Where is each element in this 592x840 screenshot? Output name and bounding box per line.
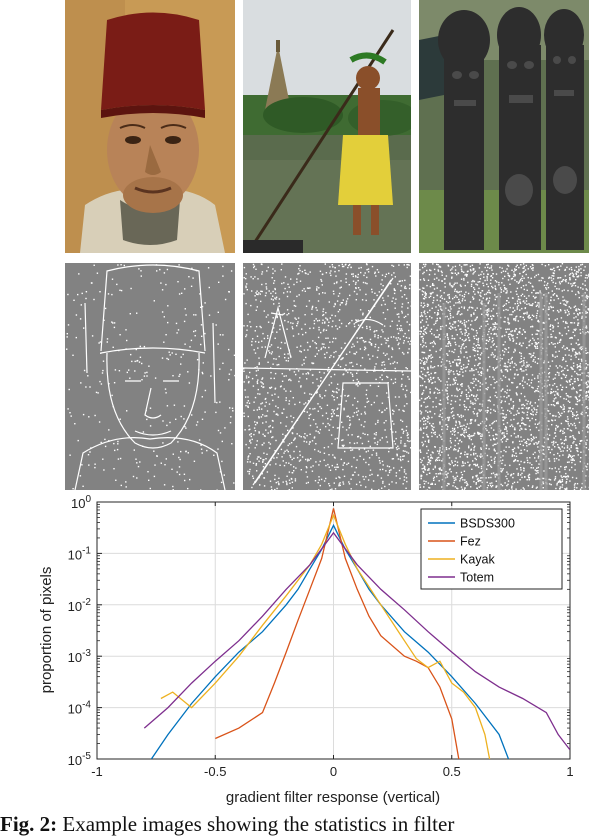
totem-edge-map bbox=[419, 263, 589, 490]
x-tick-label: 0.5 bbox=[443, 764, 461, 779]
y-tick-label: 10-5 bbox=[68, 751, 92, 768]
y-tick-base: 10 bbox=[68, 753, 82, 768]
plot-frame bbox=[96, 501, 571, 760]
y-tick-base: 10 bbox=[71, 496, 85, 511]
chart-legend: BSDS300 Fez Kayak Totem bbox=[420, 508, 563, 590]
x-tick-label: 0 bbox=[330, 764, 337, 779]
x-tick-label: 1 bbox=[566, 764, 573, 779]
y-tick-base: 10 bbox=[68, 702, 82, 717]
y-tick-exp: -1 bbox=[82, 545, 91, 556]
legend-label-bsds300: BSDS300 bbox=[460, 517, 515, 531]
y-tick-exp: -2 bbox=[82, 597, 91, 608]
series-line-totem bbox=[143, 531, 570, 751]
x-tick-label: -0.5 bbox=[204, 764, 226, 779]
y-tick-base: 10 bbox=[68, 650, 82, 665]
legend-label-fez: Fez bbox=[460, 535, 481, 549]
y-tick-label: 10-2 bbox=[68, 597, 92, 614]
y-tick-exp: -4 bbox=[82, 700, 91, 711]
fez-edge-map bbox=[65, 263, 235, 490]
legend-label-kayak: Kayak bbox=[460, 553, 495, 567]
caption-label: Fig. 2: bbox=[0, 812, 58, 836]
x-tick-label: -1 bbox=[91, 764, 103, 779]
totem-photo bbox=[419, 0, 589, 253]
x-tick-labels: -1 -0.5 0 0.5 1 bbox=[91, 764, 573, 779]
legend-label-totem: Totem bbox=[460, 571, 494, 585]
y-tick-exp: -5 bbox=[82, 751, 91, 762]
y-tick-exp: 0 bbox=[85, 494, 91, 505]
y-tick-exp: -3 bbox=[82, 648, 91, 659]
y-tick-label: 100 bbox=[71, 494, 91, 511]
y-tick-label: 10-4 bbox=[68, 700, 92, 717]
y-axis-label: proportion of pixels bbox=[38, 567, 55, 694]
y-tick-label: 10-3 bbox=[68, 648, 92, 665]
kayak-photo bbox=[243, 0, 411, 253]
caption-text: Example images showing the statistics in… bbox=[57, 812, 455, 836]
kayak-edge-map bbox=[243, 263, 411, 490]
fez-photo bbox=[65, 0, 235, 253]
figure-caption: Fig. 2: Example images showing the stati… bbox=[0, 812, 592, 840]
y-tick-base: 10 bbox=[68, 599, 82, 614]
x-axis-label: gradient filter response (vertical) bbox=[226, 789, 440, 806]
y-tick-base: 10 bbox=[68, 547, 82, 562]
series-lines bbox=[143, 508, 570, 759]
y-tick-label: 10-1 bbox=[68, 545, 92, 562]
